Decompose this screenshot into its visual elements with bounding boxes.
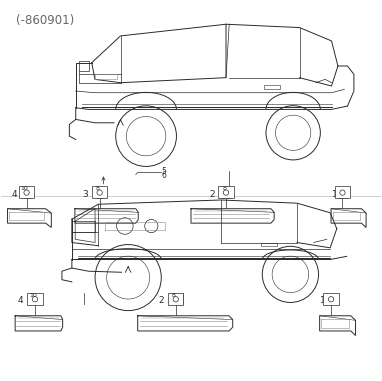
Text: 2: 2: [209, 190, 215, 199]
FancyBboxPatch shape: [28, 293, 42, 305]
FancyBboxPatch shape: [92, 186, 107, 198]
Text: 1: 1: [320, 296, 326, 305]
Text: 6: 6: [162, 171, 167, 180]
Text: 10: 10: [29, 293, 37, 298]
Text: 8: 8: [222, 186, 226, 191]
Text: 8: 8: [172, 293, 176, 298]
FancyBboxPatch shape: [219, 186, 234, 198]
Text: (-860901): (-860901): [16, 14, 74, 27]
Text: 4: 4: [11, 190, 17, 199]
FancyBboxPatch shape: [19, 186, 34, 198]
Text: 4: 4: [18, 296, 23, 305]
Text: 5: 5: [162, 166, 167, 176]
Text: 3: 3: [83, 190, 88, 199]
Text: 8: 8: [96, 186, 100, 191]
FancyBboxPatch shape: [168, 293, 183, 305]
Text: 1: 1: [332, 190, 338, 199]
Text: 10: 10: [21, 186, 29, 191]
Text: 2: 2: [159, 296, 164, 305]
FancyBboxPatch shape: [324, 293, 339, 305]
FancyBboxPatch shape: [335, 186, 350, 198]
